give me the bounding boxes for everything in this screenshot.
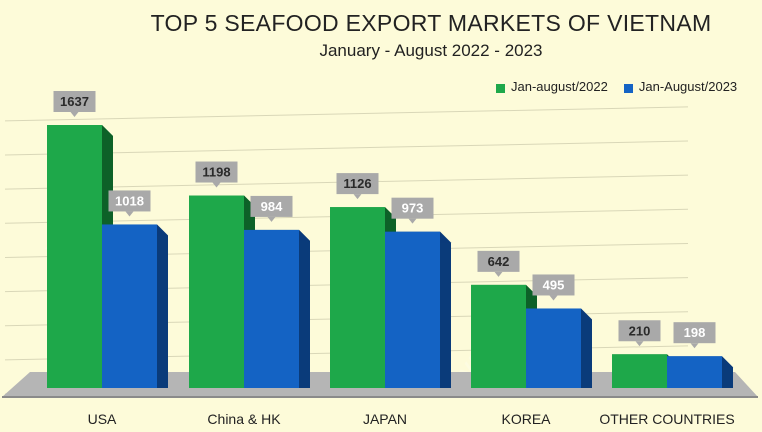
value-label-pointer-0-1 — [212, 182, 221, 188]
value-label-pointer-1-4 — [690, 343, 699, 349]
bar-side-1-2 — [440, 231, 451, 388]
value-label-bg-0-4 — [618, 320, 661, 342]
grid-line — [4, 106, 689, 122]
value-label-pointer-1-1 — [267, 216, 276, 222]
value-label-1-0: 1018 — [115, 193, 144, 208]
legend-item-2022: Jan-august/2022 — [496, 79, 608, 94]
value-label-0-2: 1126 — [343, 176, 371, 191]
value-label-bg-0-0 — [53, 91, 96, 112]
bar-1-0 — [102, 224, 157, 388]
value-label-pointer-1-0 — [125, 211, 134, 217]
x-tick-label-2: JAPAN — [363, 411, 407, 427]
value-label-pointer-0-2 — [353, 194, 362, 200]
legend-swatch-2022 — [496, 83, 505, 93]
x-tick-label-3: KOREA — [501, 411, 551, 427]
bar-0-0 — [47, 125, 102, 388]
value-label-0-1: 1198 — [202, 165, 230, 180]
x-tick-label-0: USA — [88, 411, 117, 427]
value-label-0-0: 1637 — [60, 94, 89, 109]
value-label-1-2: 973 — [402, 201, 424, 216]
value-label-bg-1-0 — [108, 190, 151, 212]
bar-0-4 — [612, 354, 667, 388]
value-label-bg-0-1 — [195, 161, 238, 183]
value-label-bg-1-3 — [532, 274, 575, 296]
value-label-bg-1-2 — [391, 197, 434, 219]
value-label-pointer-1-2 — [408, 218, 417, 224]
value-label-1-4: 198 — [684, 325, 706, 340]
value-label-bg-0-2 — [336, 173, 379, 195]
value-label-bg-1-4 — [673, 322, 716, 344]
bar-side-1-0 — [157, 224, 168, 388]
bar-1-2 — [385, 231, 440, 388]
chart-subtitle: January - August 2022 - 2023 — [319, 41, 543, 60]
value-label-pointer-0-0 — [70, 112, 79, 117]
value-label-bg-1-1 — [250, 195, 293, 217]
value-label-pointer-0-4 — [635, 341, 644, 347]
bar-0-3 — [471, 284, 526, 388]
bar-0-2 — [330, 207, 385, 388]
legend-item-2023: Jan-August/2023 — [623, 79, 738, 94]
value-label-1-1: 984 — [261, 199, 283, 214]
chart-title: TOP 5 SEAFOOD EXPORT MARKETS OF VIETNAM — [150, 10, 712, 36]
x-tick-label-4: OTHER COUNTRIES — [599, 411, 734, 427]
value-label-pointer-1-3 — [549, 295, 558, 301]
value-label-0-3: 642 — [488, 254, 510, 269]
bar-0-1 — [189, 195, 244, 388]
value-label-0-4: 210 — [629, 323, 651, 338]
value-label-bg-0-3 — [477, 250, 520, 272]
bar-1-4 — [667, 356, 722, 388]
bar-1-3 — [526, 308, 581, 388]
bar-side-1-1 — [299, 229, 310, 388]
legend-label-2023: Jan-August/2023 — [638, 79, 738, 94]
legend-label-2022: Jan-august/2022 — [511, 79, 608, 94]
chart-legend: Jan-august/2022 Jan-August/2023 — [496, 79, 747, 94]
legend-swatch-2023 — [623, 83, 633, 93]
bar-1-1 — [244, 229, 299, 388]
bar-side-1-3 — [581, 308, 592, 388]
value-label-pointer-0-3 — [494, 271, 503, 277]
value-label-1-3: 495 — [543, 277, 565, 292]
grid-line — [4, 140, 689, 156]
x-tick-label-1: China & HK — [207, 411, 281, 427]
